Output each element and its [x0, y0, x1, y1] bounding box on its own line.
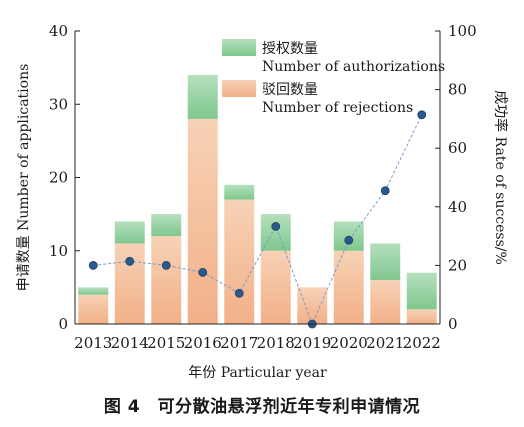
x-tick-label: 2016: [184, 334, 222, 352]
bar-rejections-2017: [224, 199, 255, 324]
bar-rejections-2021: [370, 280, 401, 324]
legend-label-en: Number of rejections: [262, 100, 413, 116]
success-rate-point-2015: [161, 260, 171, 270]
x-tick-label: 2019: [293, 334, 331, 352]
bar-authorizations-2016: [187, 74, 218, 119]
chart: 0102030400204060801002013201420152016201…: [16, 22, 509, 381]
success-rate-point-2022: [417, 110, 427, 120]
x-tick-label: 2017: [220, 334, 258, 352]
success-rate-point-2014: [125, 256, 135, 266]
axes: 0102030400204060801002013201420152016201…: [49, 22, 477, 352]
bar-rejections-2013: [78, 294, 109, 324]
legend-label-zh: 驳回数量: [262, 82, 318, 98]
y-axis-title: 申请数量 Number of applications: [16, 64, 32, 292]
y-tick-label: 40: [49, 22, 68, 40]
y2-tick-label: 0: [448, 315, 458, 333]
y-tick-label: 20: [49, 169, 68, 187]
bar-rejections-2020: [333, 250, 364, 324]
x-tick-label: 2020: [330, 334, 368, 352]
y2-tick-label: 100: [448, 22, 477, 40]
x-tick-label: 2021: [366, 334, 404, 352]
x-tick-label: 2022: [403, 334, 441, 352]
y-tick-label: 30: [49, 95, 68, 113]
success-rate-point-2020: [344, 235, 354, 245]
success-rate-point-2016: [198, 268, 208, 277]
success-rate-point-2013: [88, 260, 98, 270]
bar-rejections-2022: [406, 309, 437, 324]
x-axis-title: 年份 Particular year: [188, 365, 327, 381]
x-tick-label: 2013: [74, 334, 112, 352]
success-rate-point-2021: [380, 186, 390, 196]
legend-swatch: [222, 39, 256, 56]
legend-swatch: [222, 80, 256, 97]
bar-authorizations-2015: [151, 214, 182, 237]
success-rate-point-2018: [271, 222, 281, 231]
success-rate-point-2017: [234, 288, 244, 298]
x-tick-label: 2018: [257, 334, 295, 352]
y-tick-label: 0: [58, 315, 68, 333]
x-tick-label: 2015: [147, 334, 185, 352]
success-rate-polyline: [93, 114, 423, 326]
bar-rejections-2016: [187, 118, 218, 325]
y2-axis-title: 成功率 Rate of success/%: [492, 90, 509, 265]
bar-authorizations-2021: [370, 243, 401, 281]
y2-tick-label: 40: [448, 198, 467, 216]
y2-tick-label: 20: [448, 256, 467, 274]
bar-rejections-2015: [151, 236, 182, 324]
bar-rejections-2014: [114, 243, 145, 324]
bar-rejections-2018: [260, 250, 291, 324]
legend-label-zh: 授权数量: [262, 41, 318, 57]
bar-rejections-2019: [297, 287, 328, 324]
y2-tick-label: 60: [448, 139, 467, 157]
bar-authorizations-2022: [406, 272, 437, 310]
legend: 授权数量 Number of authorizations 驳回数量 Number o…: [222, 39, 445, 116]
bar-authorizations-2013: [78, 287, 109, 295]
y2-tick-label: 80: [448, 81, 467, 99]
bar-authorizations-2017: [224, 184, 255, 200]
y-tick-label: 10: [49, 242, 68, 260]
legend-label-en: Number of authorizations: [262, 59, 445, 75]
bar-group: [78, 74, 437, 325]
x-tick-label: 2014: [111, 334, 149, 352]
bar-authorizations-2014: [114, 221, 145, 244]
figure-caption: 图 4 可分散油悬浮剂近年专利申请情况: [103, 397, 421, 417]
